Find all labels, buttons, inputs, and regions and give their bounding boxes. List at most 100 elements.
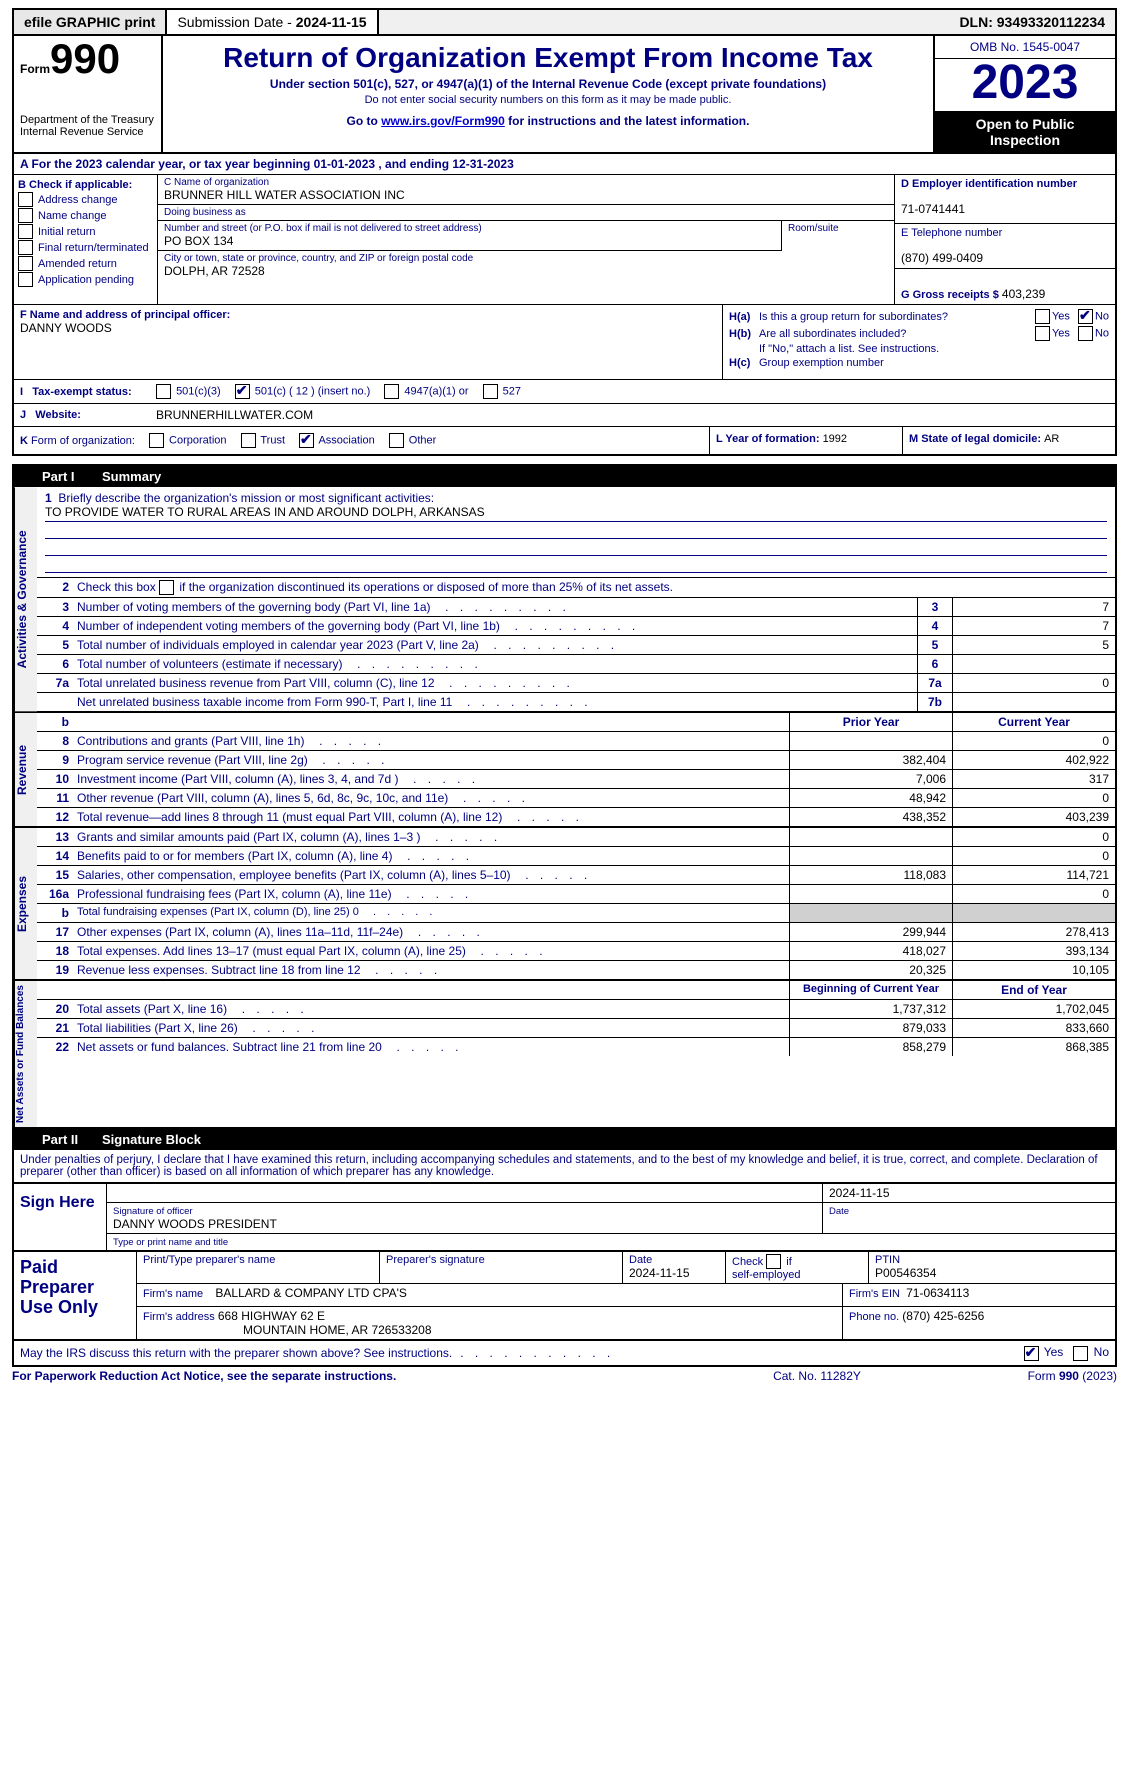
- box-b: B Check if applicable: Address change Na…: [14, 175, 158, 304]
- submission-date-label: Submission Date -: [177, 14, 295, 30]
- mission-text: TO PROVIDE WATER TO RURAL AREAS IN AND A…: [45, 505, 1107, 522]
- 501c-checkbox[interactable]: [235, 384, 250, 399]
- table-row: 3 Number of voting members of the govern…: [37, 598, 1115, 617]
- form-number-box: Form990 Department of the Treasury Inter…: [14, 36, 163, 152]
- cat-no: Cat. No. 11282Y: [717, 1369, 917, 1383]
- row-m-state: M State of legal domicile: AR: [902, 427, 1115, 454]
- self-employed-checkbox[interactable]: [766, 1254, 781, 1269]
- table-row: 11 Other revenue (Part VIII, column (A),…: [37, 789, 1115, 808]
- year-box: OMB No. 1545-0047 2023 Open to Public In…: [933, 36, 1115, 152]
- table-row: 13 Grants and similar amounts paid (Part…: [37, 828, 1115, 847]
- city-state-zip: DOLPH, AR 72528: [164, 264, 265, 278]
- top-bar: efile GRAPHIC print Submission Date - 20…: [12, 8, 1117, 36]
- submission-date-value: 2024-11-15: [296, 14, 367, 30]
- final-return-checkbox[interactable]: [18, 240, 33, 255]
- line-2-text: Check this box if the organization disco…: [73, 578, 1115, 597]
- firm-ein: 71-0634113: [906, 1286, 969, 1300]
- line2-checkbox[interactable]: [159, 580, 174, 595]
- trust-checkbox[interactable]: [241, 433, 256, 448]
- submission-date: Submission Date - 2024-11-15: [167, 10, 378, 34]
- street-address: PO BOX 134: [164, 234, 233, 248]
- table-row: 18 Total expenses. Add lines 13–17 (must…: [37, 942, 1115, 961]
- part2-header: Part II Signature Block: [12, 1129, 1117, 1150]
- firm-phone: (870) 425-6256: [902, 1309, 984, 1323]
- ha-yes-checkbox[interactable]: [1035, 309, 1050, 324]
- table-row: 15 Salaries, other compensation, employe…: [37, 866, 1115, 885]
- vtab-expenses: Expenses: [14, 828, 37, 979]
- table-row: 17 Other expenses (Part IX, column (A), …: [37, 923, 1115, 942]
- irs-form990-link[interactable]: www.irs.gov/Form990: [381, 114, 505, 128]
- discuss-yes-checkbox[interactable]: [1024, 1346, 1039, 1361]
- ein: 71-0741441: [901, 202, 965, 216]
- ha-no-checkbox[interactable]: [1078, 309, 1093, 324]
- discuss-row: May the IRS discuss this return with the…: [12, 1341, 1117, 1366]
- table-row: 22 Net assets or fund balances. Subtract…: [37, 1038, 1115, 1056]
- ptin: P00546354: [875, 1266, 936, 1280]
- open-public: Open to Public Inspection: [935, 112, 1115, 152]
- dept-treasury: Department of the Treasury: [20, 114, 154, 126]
- tax-year: 2023: [935, 59, 1115, 112]
- hb-no-checkbox[interactable]: [1078, 326, 1093, 341]
- form-title-box: Return of Organization Exempt From Incom…: [163, 36, 933, 152]
- form-header: Form990 Department of the Treasury Inter…: [12, 36, 1117, 154]
- preparer-date: 2024-11-15: [629, 1266, 690, 1280]
- other-checkbox[interactable]: [389, 433, 404, 448]
- initial-return-checkbox[interactable]: [18, 224, 33, 239]
- 4947-checkbox[interactable]: [384, 384, 399, 399]
- row-k-form-org: K Form of organization: Corporation Trus…: [14, 427, 709, 454]
- box-h: H(a) Is this a group return for subordin…: [722, 305, 1115, 379]
- org-name: BRUNNER HILL WATER ASSOCIATION INC: [164, 188, 405, 202]
- row-l-year: L Year of formation: 1992: [709, 427, 902, 454]
- firm-address: 668 HIGHWAY 62 E: [218, 1309, 325, 1323]
- column-headers-1: b Prior Year Current Year: [37, 713, 1115, 732]
- officer-signature-name: DANNY WOODS PRESIDENT: [113, 1217, 277, 1231]
- efile-print-button[interactable]: efile GRAPHIC print: [14, 10, 167, 34]
- box-f: F Name and address of principal officer:…: [14, 305, 722, 379]
- table-row: 20 Total assets (Part X, line 16) . . . …: [37, 1000, 1115, 1019]
- table-row: 9 Program service revenue (Part VIII, li…: [37, 751, 1115, 770]
- part1-header: Part I Summary: [12, 464, 1117, 487]
- vtab-revenue: Revenue: [14, 713, 37, 826]
- 501c3-checkbox[interactable]: [156, 384, 171, 399]
- column-headers-2: Beginning of Current Year End of Year: [37, 981, 1115, 1000]
- perjury-declaration: Under penalties of perjury, I declare th…: [12, 1150, 1117, 1182]
- dln: DLN: 93493320112234: [949, 10, 1115, 34]
- sign-date: 2024-11-15: [829, 1186, 890, 1200]
- table-row: 12 Total revenue—add lines 8 through 11 …: [37, 808, 1115, 826]
- principal-officer: DANNY WOODS: [20, 321, 112, 335]
- row-j-website: J Website: BRUNNERHILLWATER.COM: [12, 404, 1117, 427]
- table-row: 14 Benefits paid to or for members (Part…: [37, 847, 1115, 866]
- 527-checkbox[interactable]: [483, 384, 498, 399]
- row-i-tax-exempt: I Tax-exempt status: 501(c)(3) 501(c) ( …: [12, 380, 1117, 404]
- table-row: 7a Total unrelated business revenue from…: [37, 674, 1115, 693]
- table-row: Net unrelated business taxable income fr…: [37, 693, 1115, 711]
- table-row: 16a Professional fundraising fees (Part …: [37, 885, 1115, 904]
- table-row: b Total fundraising expenses (Part IX, c…: [37, 904, 1115, 923]
- box-d-e-g: D Employer identification number 71-0741…: [894, 175, 1115, 304]
- name-change-checkbox[interactable]: [18, 208, 33, 223]
- gross-receipts: 403,239: [1002, 287, 1045, 301]
- row-a-tax-year: A For the 2023 calendar year, or tax yea…: [12, 154, 1117, 175]
- discuss-no-checkbox[interactable]: [1073, 1346, 1088, 1361]
- address-change-checkbox[interactable]: [18, 192, 33, 207]
- form-title: Return of Organization Exempt From Incom…: [169, 42, 927, 74]
- table-row: 6 Total number of volunteers (estimate i…: [37, 655, 1115, 674]
- vtab-governance: Activities & Governance: [14, 487, 37, 711]
- sign-here-label: Sign Here: [14, 1184, 107, 1250]
- table-row: 4 Number of independent voting members o…: [37, 617, 1115, 636]
- room-suite-label: Room/suite: [782, 221, 894, 251]
- table-row: 21 Total liabilities (Part X, line 26) .…: [37, 1019, 1115, 1038]
- irs: Internal Revenue Service: [20, 126, 144, 138]
- table-row: 10 Investment income (Part VIII, column …: [37, 770, 1115, 789]
- table-row: 8 Contributions and grants (Part VIII, l…: [37, 732, 1115, 751]
- footer: For Paperwork Reduction Act Notice, see …: [12, 1367, 1117, 1385]
- association-checkbox[interactable]: [299, 433, 314, 448]
- website: BRUNNERHILLWATER.COM: [156, 408, 313, 422]
- hb-yes-checkbox[interactable]: [1035, 326, 1050, 341]
- table-row: 19 Revenue less expenses. Subtract line …: [37, 961, 1115, 979]
- amended-return-checkbox[interactable]: [18, 256, 33, 271]
- firm-name: BALLARD & COMPANY LTD CPA'S: [215, 1286, 406, 1300]
- corporation-checkbox[interactable]: [149, 433, 164, 448]
- vtab-net-assets: Net Assets or Fund Balances: [14, 981, 37, 1127]
- application-pending-checkbox[interactable]: [18, 272, 33, 287]
